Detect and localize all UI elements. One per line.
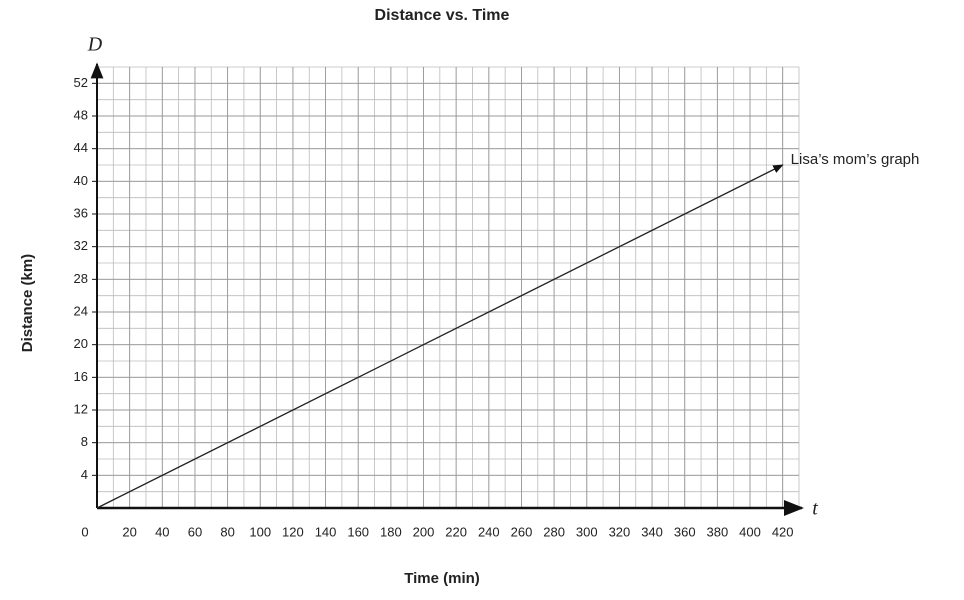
x-tick-label: 20	[122, 524, 136, 539]
grid	[96, 66, 800, 509]
y-tick-label: 12	[74, 401, 88, 416]
x-tick-label: 100	[249, 524, 271, 539]
x-tick-label: 360	[674, 524, 696, 539]
x-tick-label: 140	[315, 524, 337, 539]
x-tick-label: 240	[478, 524, 500, 539]
x-axis-label: Time (min)	[404, 570, 480, 587]
y-tick-label: 40	[74, 173, 88, 188]
x-tick-label: 40	[155, 524, 169, 539]
chart-title: Distance vs. Time	[375, 7, 510, 24]
x-tick-label: 400	[739, 524, 761, 539]
y-tick-label: 28	[74, 271, 88, 286]
y-tick-label: 8	[81, 434, 88, 449]
x-tick-label: 60	[188, 524, 202, 539]
y-axis-label: Distance (km)	[19, 254, 36, 352]
x-tick-label: 300	[576, 524, 598, 539]
x-tick-label: 320	[609, 524, 631, 539]
x-tick-label: 220	[445, 524, 467, 539]
x-tick-label: 0	[81, 524, 88, 539]
y-tick-label: 32	[74, 238, 88, 253]
y-tick-label: 4	[81, 467, 88, 482]
y-tick-label: 36	[74, 205, 88, 220]
x-tick-label: 380	[707, 524, 729, 539]
y-tick-label: 24	[74, 303, 88, 318]
x-tick-label: 200	[413, 524, 435, 539]
x-axis-symbol: t	[812, 498, 818, 520]
line	[96, 164, 784, 509]
y-axis-symbol: D	[87, 34, 103, 56]
y-tick-label: 16	[74, 369, 88, 384]
x-tick-label: 160	[347, 524, 369, 539]
y-tick-label: 48	[74, 107, 88, 122]
x-tick-label: 420	[772, 524, 794, 539]
y-tick-label: 52	[74, 75, 88, 90]
y-tick-label: 44	[74, 140, 88, 155]
annotation: Lisa’s mom’s graph	[791, 151, 920, 168]
x-tick-label: 260	[511, 524, 533, 539]
y-tick-label: 20	[74, 336, 88, 351]
x-tick-label: 340	[641, 524, 663, 539]
x-tick-label: 80	[220, 524, 234, 539]
x-tick-label: 120	[282, 524, 304, 539]
x-tick-label: 180	[380, 524, 402, 539]
x-tick-label: 280	[543, 524, 565, 539]
